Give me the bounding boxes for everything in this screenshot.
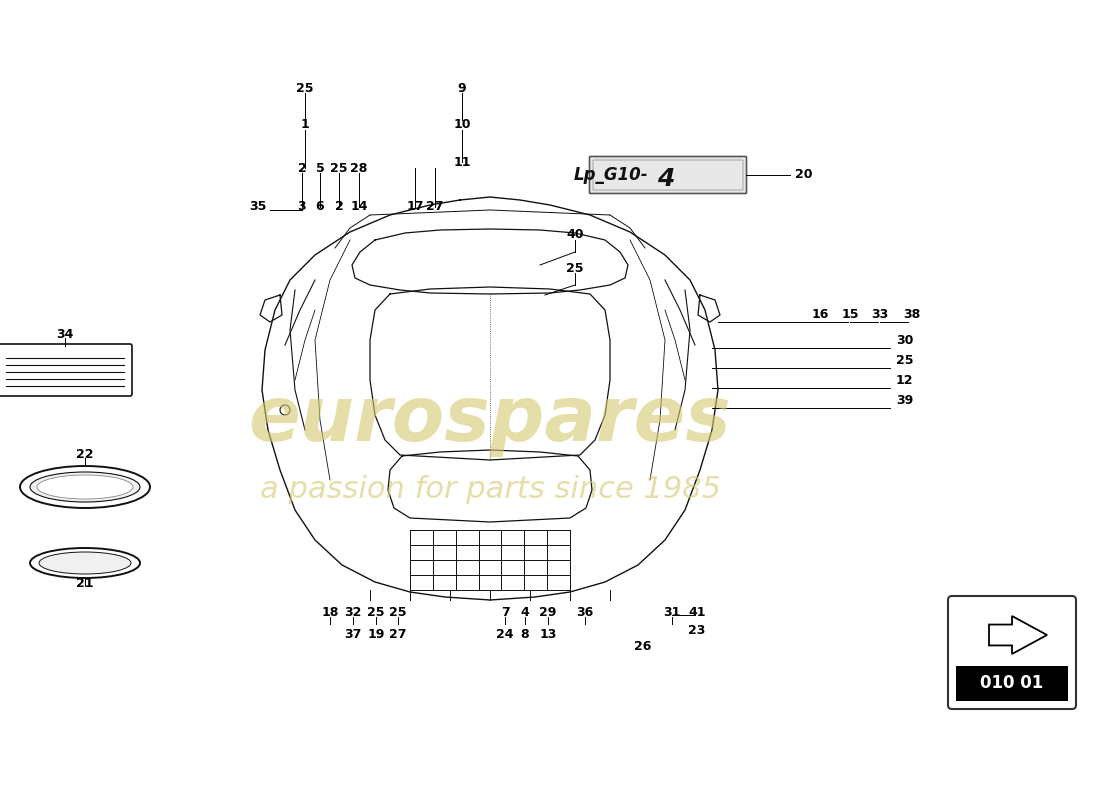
Text: 11: 11 xyxy=(453,155,471,169)
Ellipse shape xyxy=(30,472,140,502)
Text: 38: 38 xyxy=(903,307,921,321)
Text: eurospares: eurospares xyxy=(249,383,732,457)
Text: 5: 5 xyxy=(316,162,324,174)
Text: 6: 6 xyxy=(316,201,324,214)
Text: 36: 36 xyxy=(576,606,594,618)
Text: 27: 27 xyxy=(389,629,407,642)
Text: 25: 25 xyxy=(566,262,584,274)
FancyBboxPatch shape xyxy=(948,596,1076,709)
Text: Lp_G10-: Lp_G10- xyxy=(573,166,648,184)
Text: 25: 25 xyxy=(367,606,385,618)
Text: 2: 2 xyxy=(298,162,307,174)
Text: 18: 18 xyxy=(321,606,339,618)
Text: 9: 9 xyxy=(458,82,466,94)
Text: 26: 26 xyxy=(635,641,651,654)
Text: 4: 4 xyxy=(658,167,674,191)
Text: 12: 12 xyxy=(896,374,913,386)
Text: 20: 20 xyxy=(795,169,813,182)
Polygon shape xyxy=(989,616,1047,654)
Text: 1: 1 xyxy=(300,118,309,131)
Ellipse shape xyxy=(30,548,140,578)
Text: a passion for parts since 1985: a passion for parts since 1985 xyxy=(260,475,720,505)
Text: 13: 13 xyxy=(539,629,557,642)
Text: 19: 19 xyxy=(367,629,385,642)
Text: 4: 4 xyxy=(520,606,529,618)
Text: 37: 37 xyxy=(344,629,362,642)
Text: 39: 39 xyxy=(896,394,913,406)
Ellipse shape xyxy=(37,475,133,499)
Ellipse shape xyxy=(39,552,131,574)
Text: 25: 25 xyxy=(296,82,314,94)
Text: 40: 40 xyxy=(566,229,584,242)
Text: 14: 14 xyxy=(350,201,367,214)
Text: 34: 34 xyxy=(56,327,74,341)
Ellipse shape xyxy=(20,466,150,508)
Text: 24: 24 xyxy=(496,629,514,642)
Text: 010 01: 010 01 xyxy=(980,674,1044,693)
Text: 7: 7 xyxy=(500,606,509,618)
Text: 22: 22 xyxy=(76,447,94,461)
Text: 27: 27 xyxy=(427,201,443,214)
Text: 25: 25 xyxy=(330,162,348,174)
Text: 25: 25 xyxy=(389,606,407,618)
Text: 16: 16 xyxy=(812,307,828,321)
FancyBboxPatch shape xyxy=(0,344,132,396)
Text: 8: 8 xyxy=(520,629,529,642)
Text: 41: 41 xyxy=(689,606,706,618)
Text: 25: 25 xyxy=(896,354,913,366)
Text: 23: 23 xyxy=(689,623,706,637)
Text: 15: 15 xyxy=(842,307,859,321)
FancyBboxPatch shape xyxy=(590,157,747,194)
Text: 31: 31 xyxy=(663,606,681,618)
Text: 28: 28 xyxy=(350,162,367,174)
Text: 3: 3 xyxy=(298,201,306,214)
Text: 35: 35 xyxy=(250,201,266,214)
Text: 2: 2 xyxy=(334,201,343,214)
Text: 30: 30 xyxy=(896,334,913,346)
Text: 32: 32 xyxy=(344,606,362,618)
Bar xyxy=(956,666,1068,701)
Text: 33: 33 xyxy=(871,307,889,321)
Text: 29: 29 xyxy=(539,606,557,618)
Text: 21: 21 xyxy=(76,577,94,590)
Text: 17: 17 xyxy=(406,201,424,214)
Text: 10: 10 xyxy=(453,118,471,131)
